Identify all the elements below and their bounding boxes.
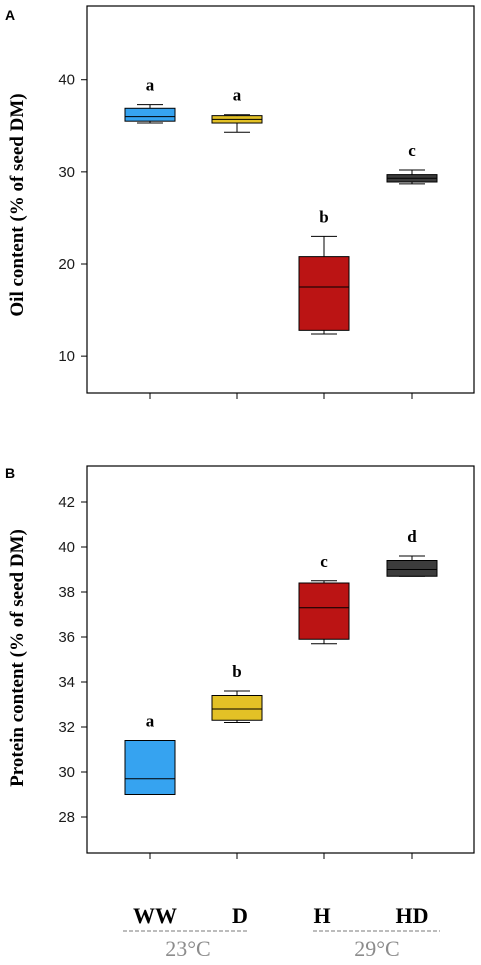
panel-a-box-ww-significance-letter: a	[146, 76, 155, 95]
panel-b-y-tick-label: 42	[58, 494, 75, 511]
panel-b-y-tick-label: 36	[58, 629, 75, 646]
panel-b-x-ticks	[149, 853, 413, 859]
panel-b-box-hd-iqr-rect	[386, 560, 438, 577]
panel-b-y-tick-label: 40	[58, 539, 75, 556]
panel-b-box-h: c	[298, 552, 350, 645]
panel-b-box-h-iqr-rect	[298, 582, 350, 640]
panel-b-y-tick-label: 34	[58, 674, 75, 691]
panel-b-boxes: a b c d	[124, 527, 438, 795]
panel-b-box-ww: a	[124, 712, 176, 795]
panel-b-y-tick-label: 28	[58, 809, 75, 826]
panel-a-box-ww-iqr-rect	[124, 107, 176, 122]
panel-b-y-ticks: 28 30 32 34 36 38 40 42	[58, 494, 87, 826]
panel-a-y-tick-label: 10	[58, 348, 75, 365]
panel-b-box-hd: d	[386, 527, 438, 577]
temperature-group-29: 29°C	[313, 930, 440, 961]
panel-a-box-ww: a	[124, 76, 176, 124]
group-29-label: 29°C	[354, 936, 399, 961]
panel-a-box-hd-significance-letter: c	[408, 141, 416, 160]
panel-a-y-axis-label: Oil content (% of seed DM)	[7, 93, 28, 316]
panel-b-y-axis-label: Protein content (% of seed DM)	[7, 529, 28, 787]
panel-b-y-tick-label: 38	[58, 584, 75, 601]
panel-a-box-d: a	[211, 86, 263, 133]
panel-a-boxes: a a b c	[124, 76, 438, 335]
panel-a-y-tick-label: 30	[58, 164, 75, 181]
panel-a-box-h: b	[298, 207, 350, 335]
panel-b-box-d-significance-letter: b	[232, 662, 241, 681]
panel-b-plot-frame	[86, 465, 475, 854]
panel-b-box-d-iqr-rect	[211, 695, 263, 721]
panel-a-letter: A	[5, 7, 15, 23]
category-label-hd: HD	[396, 903, 429, 928]
panel-b-box-ww-iqr-rect	[124, 740, 176, 795]
panel-b-box-hd-significance-letter: d	[407, 527, 417, 546]
panel-b-box-h-significance-letter: c	[320, 552, 328, 571]
panel-a-box-h-significance-letter: b	[319, 207, 328, 226]
panel-a-x-ticks	[149, 393, 413, 399]
temperature-group-23: 23°C	[123, 930, 248, 961]
panel-b-box-ww-significance-letter: a	[146, 712, 155, 731]
panel-b-y-tick-label: 30	[58, 764, 75, 781]
category-label-d: D	[232, 903, 248, 928]
panel-b: B Protein content (% of seed DM) 28 30 32 3…	[5, 465, 475, 859]
panel-a-box-d-significance-letter: a	[233, 86, 242, 105]
panel-a-y-ticks: 10 20 30 40	[58, 72, 87, 365]
category-label-h: H	[313, 903, 330, 928]
panel-a-box-h-iqr-rect	[298, 256, 350, 331]
panel-b-y-tick-label: 32	[58, 719, 75, 736]
panel-b-letter: B	[5, 465, 15, 481]
panel-a-box-hd: c	[386, 141, 438, 185]
panel-a-y-tick-label: 40	[58, 72, 75, 89]
group-23-label: 23°C	[165, 936, 210, 961]
panel-b-box-d: b	[211, 662, 263, 723]
x-category-labels: WW D H HD	[133, 903, 429, 928]
category-label-ww: WW	[133, 903, 177, 928]
panel-a-plot-frame	[86, 5, 475, 394]
panel-a-y-tick-label: 20	[58, 256, 75, 273]
